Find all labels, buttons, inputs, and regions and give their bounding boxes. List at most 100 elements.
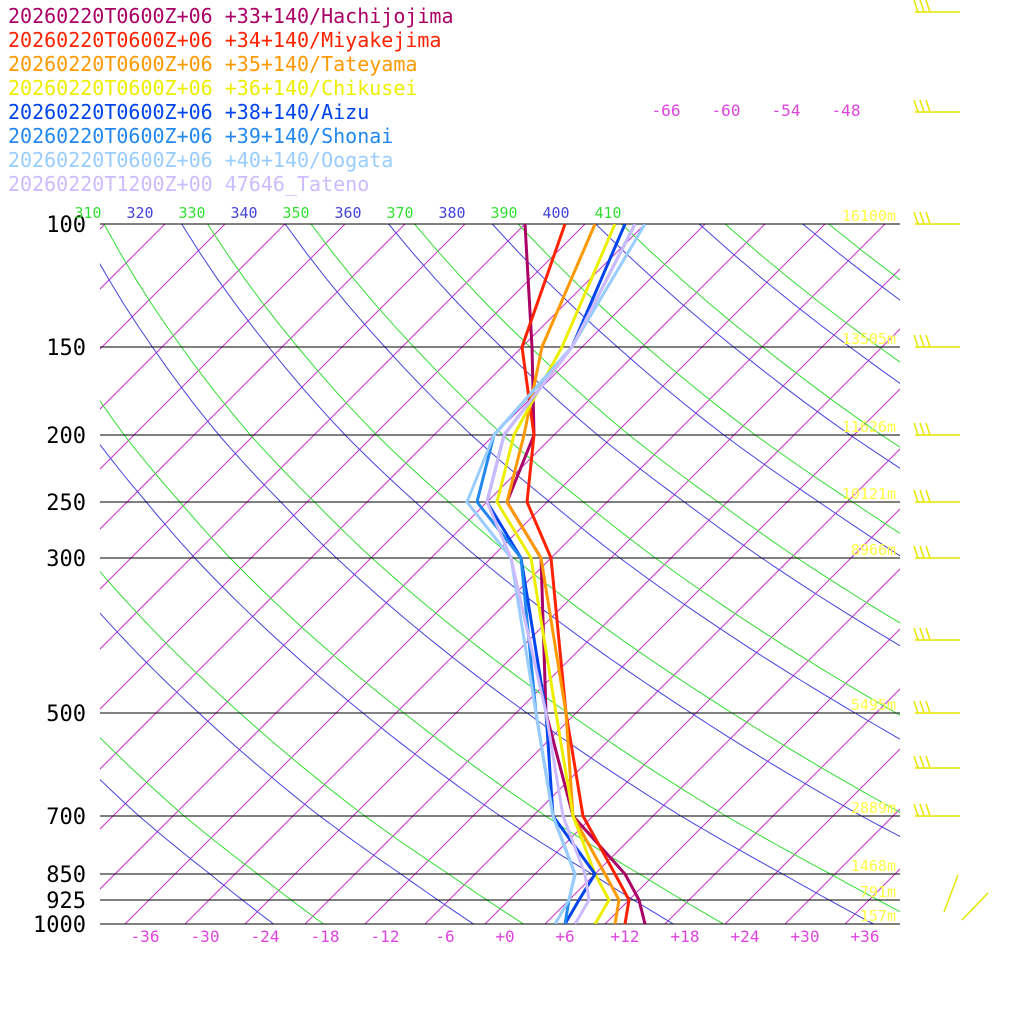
- legend-item: 20260220T0600Z+06 +34+140/Miyakejima: [8, 28, 442, 52]
- isotherm-top-label: -48: [832, 101, 861, 120]
- wind-barb-flag: [925, 545, 931, 559]
- isotherm-line: [544, 568, 900, 924]
- pressure-label: 850: [46, 863, 86, 888]
- height-label: 13505m: [842, 330, 896, 348]
- isotherm-line: [484, 508, 900, 924]
- height-label: 791m: [860, 883, 896, 901]
- pressure-label: 500: [46, 702, 86, 727]
- series-line-6: [465, 224, 647, 924]
- pressure-label: 300: [46, 547, 86, 572]
- pressure-label: 150: [46, 336, 86, 361]
- isotherm-line: [604, 628, 900, 924]
- legend-item: 20260220T0600Z+06 +36+140/Chikusei: [8, 76, 418, 100]
- isotherm-line: [100, 224, 526, 650]
- wind-barb-flag: [919, 627, 925, 641]
- theta-label: 310: [74, 204, 101, 222]
- temperature-tick-label: +30: [791, 927, 820, 946]
- wind-barb-flag: [913, 755, 919, 769]
- temperature-tick-label: -12: [371, 927, 400, 946]
- legend-item: 20260220T0600Z+06 +38+140/Aizu: [8, 100, 370, 124]
- series-line-1: [520, 224, 631, 924]
- wind-barb-flag: [919, 334, 925, 348]
- isotherm-line: [965, 0, 1024, 924]
- temperature-tick-label: +12: [611, 927, 640, 946]
- isotherm-line: [100, 224, 766, 890]
- theta-line: [491, 224, 900, 557]
- pressure-label: 700: [46, 805, 86, 830]
- pressure-label: 100: [46, 213, 86, 238]
- wind-barb-flag: [925, 0, 931, 13]
- theta-e-line: [517, 224, 900, 534]
- isotherm-line: [184, 224, 886, 924]
- theta-label: 370: [386, 204, 413, 222]
- pressure-label: 250: [46, 491, 86, 516]
- wind-barb-flag: [913, 0, 919, 13]
- legend: 20260220T0600Z+06 +33+140/Hachijojima 202…: [8, 4, 454, 196]
- theta-e-line: [207, 224, 900, 813]
- pressure-label: 1000: [33, 913, 86, 938]
- height-label: 2889m: [851, 799, 896, 817]
- theta-line: [388, 224, 900, 647]
- temperature-tick-label: -30: [191, 927, 220, 946]
- isotherm-line: [100, 224, 586, 710]
- isotherm-line: [424, 448, 900, 924]
- isotherm-line: [844, 868, 900, 924]
- theta-line: [100, 263, 874, 924]
- wind-barb: [961, 892, 989, 921]
- wind-barb-flag: [913, 422, 919, 436]
- isotherm-line: [124, 224, 826, 924]
- height-label: 8966m: [851, 541, 896, 559]
- isotherm-top-label: -66: [652, 101, 681, 120]
- wind-barb-flag: [913, 700, 919, 714]
- theta-e-line: [414, 224, 900, 624]
- isotherm-line: [364, 388, 900, 924]
- theta-label: 340: [230, 204, 257, 222]
- wind-barb: [943, 874, 959, 913]
- legend-item: 20260220T0600Z+06 +35+140/Tateyama: [8, 52, 418, 76]
- temperature-tick-label: +24: [731, 927, 760, 946]
- temperature-tick-label: -24: [251, 927, 280, 946]
- temperature-tick-label: -6: [435, 927, 454, 946]
- isotherm-line: [100, 224, 406, 530]
- wind-barb-flag: [925, 700, 931, 714]
- isotherm-line: [100, 224, 646, 770]
- theta-line: [802, 224, 900, 301]
- theta-e-line: [621, 224, 900, 448]
- wind-barb-flag: [913, 803, 919, 817]
- isotherm-line: [244, 268, 900, 924]
- wind-barb-flag: [925, 627, 931, 641]
- legend-item: 20260220T0600Z+06 +33+140/Hachijojima: [8, 4, 454, 28]
- theta-e-line: [828, 224, 900, 281]
- theta-label: 320: [126, 204, 153, 222]
- theta-label: 350: [282, 204, 309, 222]
- wind-barb-flag: [925, 334, 931, 348]
- wind-barb-flag: [925, 422, 931, 436]
- wind-barb-flag: [919, 211, 925, 225]
- wind-barb-flag: [925, 755, 931, 769]
- wind-barb-flag: [919, 803, 925, 817]
- temperature-tick-label: -18: [311, 927, 340, 946]
- theta-label: 380: [438, 204, 465, 222]
- series-line-4: [485, 224, 627, 924]
- isotherm-line: [905, 0, 1024, 924]
- pressure-label: 925: [46, 889, 86, 914]
- wind-barb-flag: [919, 755, 925, 769]
- wind-barb-flag: [919, 489, 925, 503]
- pressure-label: 200: [46, 424, 86, 449]
- wind-barb-flag: [919, 700, 925, 714]
- height-label: 5495m: [851, 696, 896, 714]
- theta-line: [698, 224, 900, 384]
- height-label: 157m: [860, 907, 896, 925]
- wind-barb-flag: [919, 545, 925, 559]
- height-label: 10121m: [842, 485, 896, 503]
- theta-e-line: [100, 400, 724, 924]
- temperature-tick-label: +18: [671, 927, 700, 946]
- wind-barb-flag: [925, 211, 931, 225]
- legend-item: 20260220T0600Z+06 +40+140/Oogata: [8, 148, 394, 172]
- wind-barb-flag: [913, 545, 919, 559]
- isotherm-line: [664, 688, 900, 924]
- theta-label: 360: [334, 204, 361, 222]
- wind-barb-flag: [925, 803, 931, 817]
- isotherm-line: [100, 224, 706, 830]
